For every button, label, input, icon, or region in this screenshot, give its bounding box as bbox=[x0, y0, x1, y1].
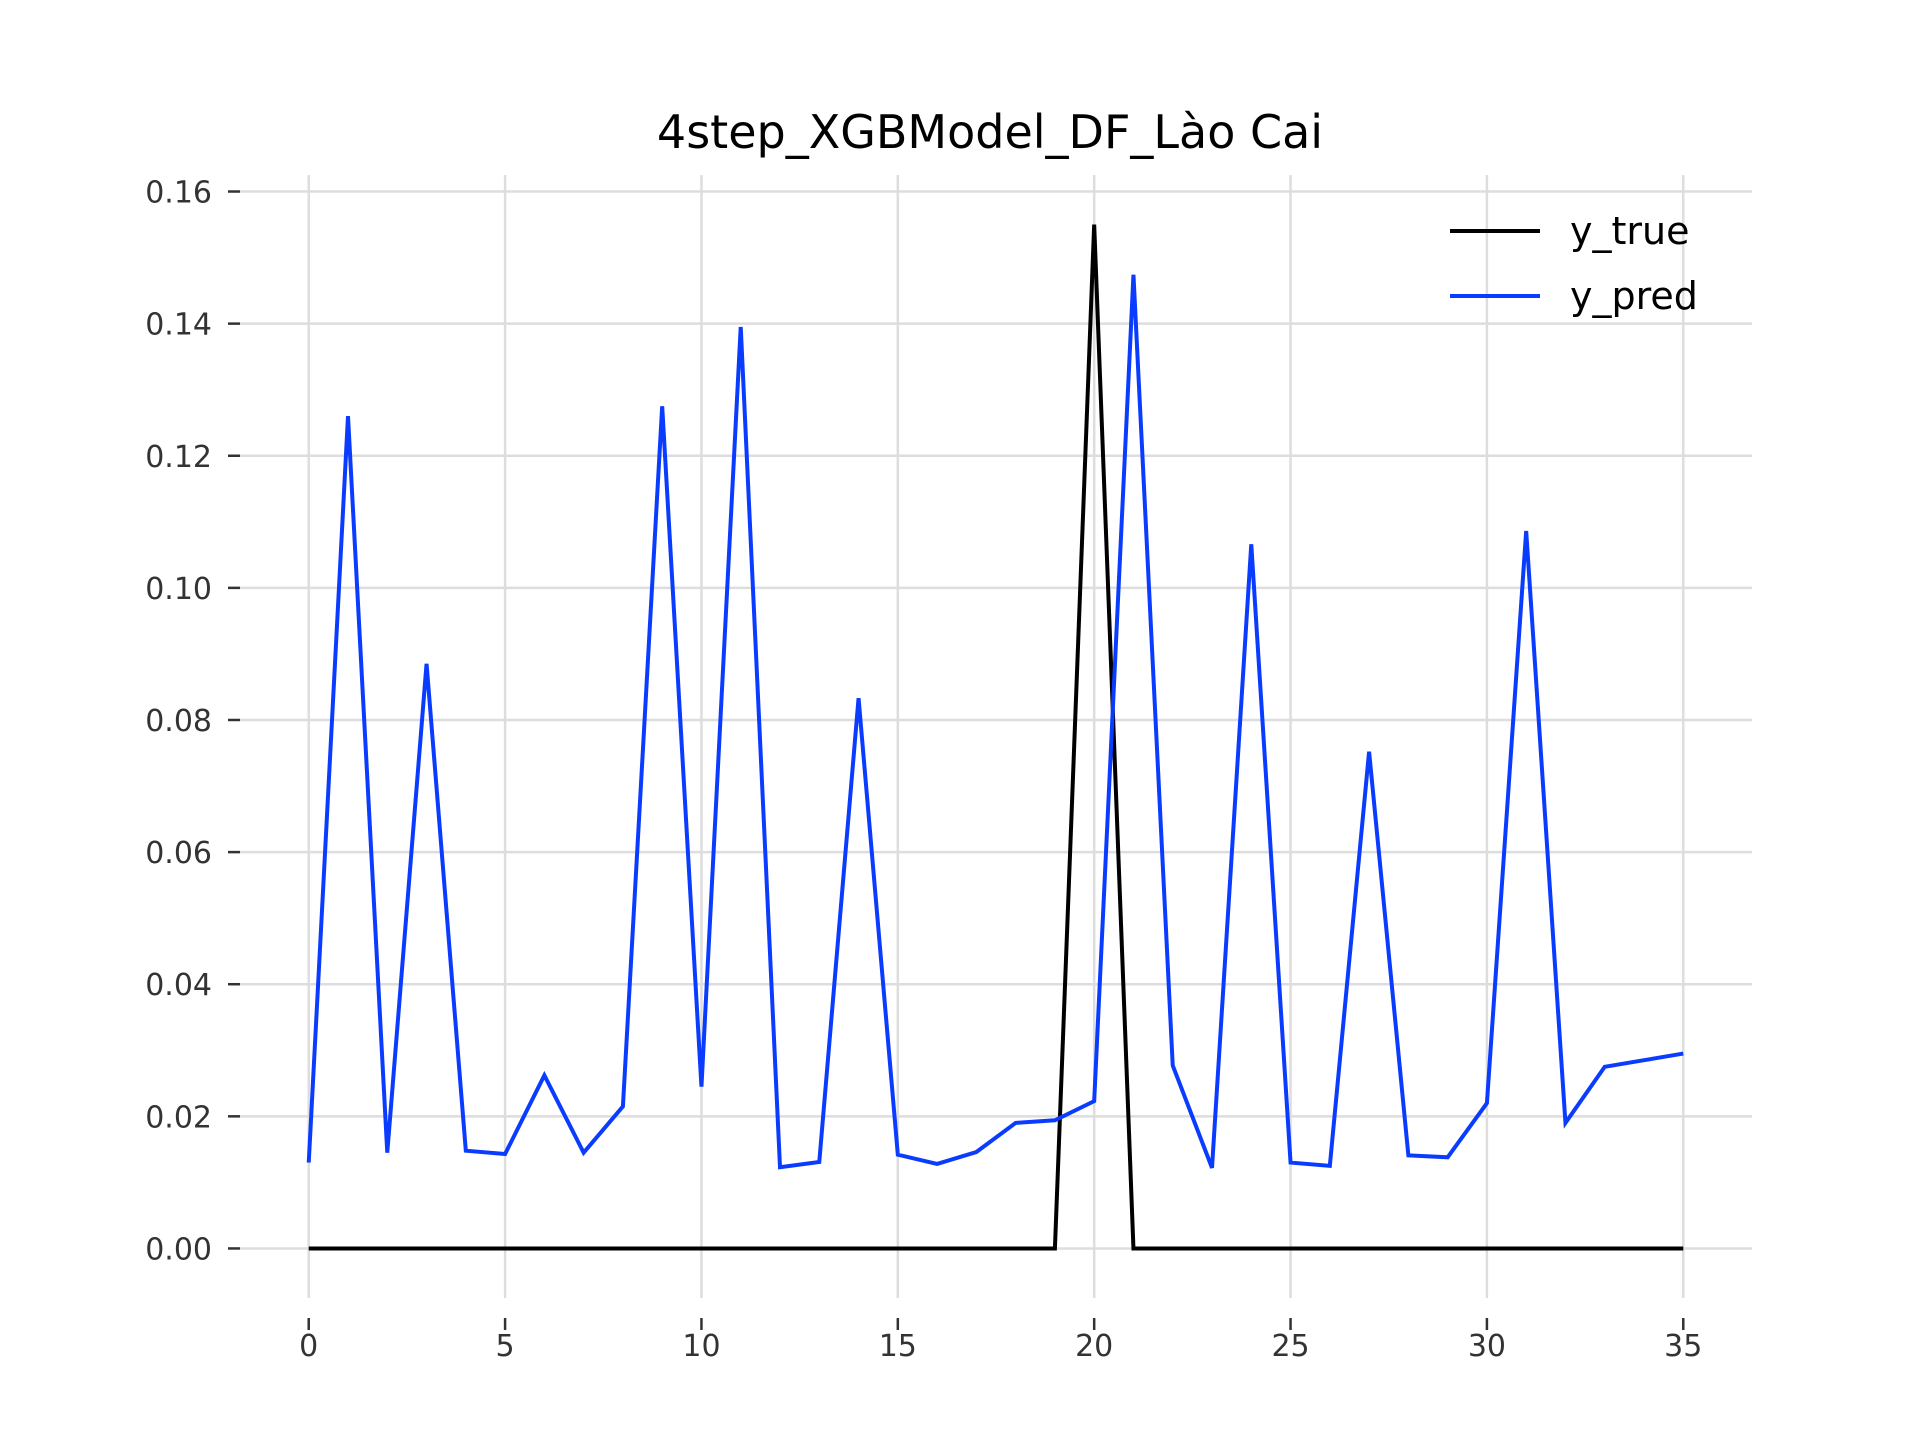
x-tick-label: 35 bbox=[1664, 1329, 1702, 1364]
y-tick-label: 0.10 bbox=[145, 572, 212, 607]
x-tick-label: 10 bbox=[682, 1329, 720, 1364]
y-tick-label: 0.04 bbox=[145, 968, 212, 1003]
x-tick-label: 25 bbox=[1271, 1329, 1309, 1364]
y-tick-label: 0.00 bbox=[145, 1232, 212, 1267]
y-tick-label: 0.02 bbox=[145, 1100, 212, 1135]
x-tick-label: 0 bbox=[299, 1329, 318, 1364]
y-tick-label: 0.12 bbox=[145, 440, 212, 475]
y-tick-label: 0.08 bbox=[145, 704, 212, 739]
y-tick-label: 0.14 bbox=[145, 308, 212, 343]
x-tick-label: 5 bbox=[496, 1329, 515, 1364]
legend-label-y-true: y_true bbox=[1570, 209, 1689, 253]
y-tick-label: 0.06 bbox=[145, 836, 212, 871]
grid-lines bbox=[240, 175, 1752, 1298]
series-lines bbox=[306, 224, 1684, 1251]
x-tick-label: 20 bbox=[1075, 1329, 1113, 1364]
x-tick-label: 15 bbox=[879, 1329, 917, 1364]
series-line-y-pred bbox=[306, 274, 1684, 1170]
y-tick-label: 0.16 bbox=[145, 176, 212, 211]
legend-label-y-pred: y_pred bbox=[1570, 274, 1698, 318]
chart-title: 4step_XGBModel_DF_Lào Cai bbox=[657, 105, 1323, 159]
legend: y_true y_pred bbox=[1450, 209, 1698, 318]
x-tick-label: 30 bbox=[1468, 1329, 1506, 1364]
series-line-y-true bbox=[308, 224, 1684, 1251]
axis-ticks: 0 5 10 15 20 25 30 35 0.00 0.02 0.04 0.06 0.08 0.10 0.… bbox=[145, 176, 1702, 1364]
